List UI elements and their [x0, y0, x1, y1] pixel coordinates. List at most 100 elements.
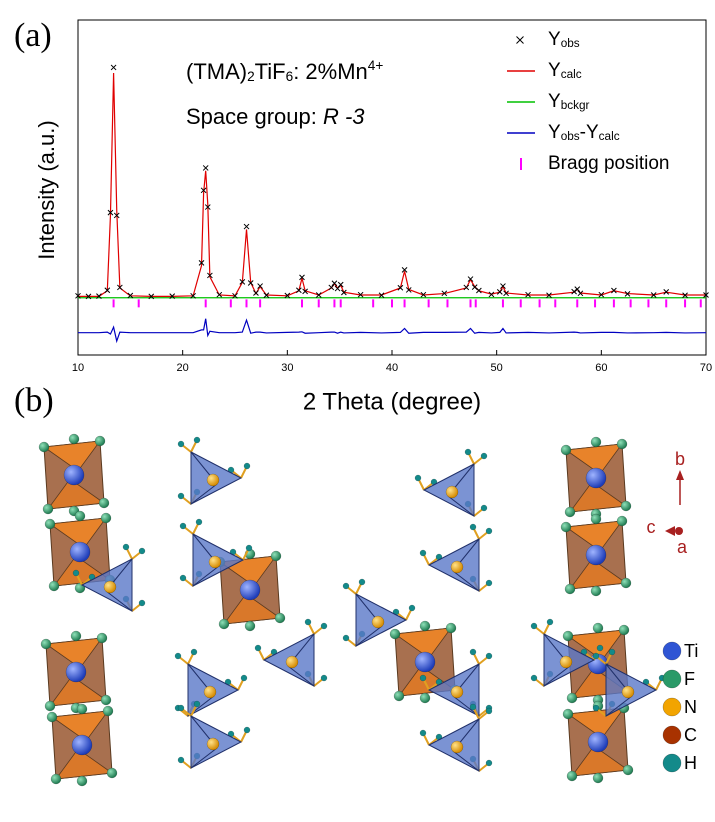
x-tick-label: 70	[700, 362, 712, 374]
atom	[44, 518, 56, 530]
atom	[371, 615, 385, 629]
atom	[590, 585, 602, 597]
obs-point	[703, 292, 709, 298]
atom	[469, 703, 477, 711]
legend-atom	[662, 641, 682, 661]
atom	[179, 522, 187, 530]
atom	[304, 618, 312, 626]
obs-point	[104, 287, 111, 294]
obs-point	[299, 274, 305, 281]
atom	[620, 500, 632, 512]
atom	[74, 510, 86, 522]
tetra-edge	[355, 625, 383, 647]
obs-point	[397, 284, 404, 291]
text-part: calc	[599, 130, 620, 143]
legend-label: H	[684, 753, 697, 773]
legend-atom	[662, 669, 682, 689]
atom	[71, 734, 93, 756]
text-part: obs	[561, 37, 580, 50]
text-part: 4+	[368, 58, 384, 73]
legend-label: C	[684, 725, 697, 745]
obs-point	[263, 292, 270, 299]
atom	[592, 704, 600, 712]
x-tick-label: 60	[595, 362, 607, 374]
atom	[450, 685, 464, 699]
atom	[414, 651, 436, 673]
tetra-edge	[190, 483, 218, 505]
atom	[408, 604, 416, 612]
obs-point	[650, 292, 657, 298]
x-tick-label: 40	[386, 362, 398, 374]
atom	[616, 438, 628, 450]
obs-point	[247, 280, 254, 286]
atom	[480, 452, 488, 460]
atom	[100, 512, 112, 524]
atom	[100, 694, 112, 706]
atom	[608, 648, 616, 656]
obs-point	[295, 287, 302, 294]
obs-point	[202, 165, 209, 171]
obs-point	[401, 267, 408, 273]
obs-point	[574, 286, 581, 292]
obs-point	[243, 223, 250, 230]
obs-point	[204, 204, 211, 210]
atom	[195, 518, 203, 526]
axis-label: a	[677, 537, 688, 557]
text-part: obs	[561, 130, 580, 143]
text-part: calc	[561, 68, 582, 81]
obs-point	[315, 292, 322, 298]
text-part: Y	[548, 29, 561, 50]
atom	[485, 707, 493, 715]
atom	[193, 700, 201, 708]
obs-point	[302, 288, 308, 295]
obs-point	[463, 284, 470, 291]
atom	[69, 541, 91, 563]
legend-marker	[516, 36, 524, 44]
atom	[40, 638, 52, 650]
atom	[450, 740, 464, 754]
obs-point	[207, 272, 213, 279]
atom	[469, 523, 477, 531]
atom	[622, 764, 634, 776]
atom	[419, 674, 427, 682]
octahedron-face	[50, 710, 109, 742]
atom	[419, 620, 431, 632]
obs-point	[110, 64, 117, 71]
x-tick-label: 10	[72, 362, 84, 374]
obs-point	[471, 284, 478, 291]
obs-point	[420, 291, 427, 298]
axis-label: c	[647, 517, 656, 537]
tetra-edge	[605, 695, 633, 717]
crystal-structure	[38, 433, 666, 787]
tetra-edge	[543, 665, 571, 687]
atom	[179, 574, 187, 582]
obs-point	[107, 209, 114, 216]
legend-label: Bragg position	[548, 153, 669, 174]
atom	[208, 555, 222, 569]
series-line	[78, 318, 707, 344]
atom	[592, 652, 600, 660]
tetra-edge	[190, 747, 218, 769]
obs-point	[331, 280, 338, 287]
text-part: 2	[247, 69, 255, 84]
panel-label: (a)	[14, 17, 52, 54]
legend-atom	[662, 753, 682, 773]
text-part: Y	[548, 91, 561, 112]
atom	[342, 582, 350, 590]
atom	[419, 549, 427, 557]
atom	[106, 767, 118, 779]
atom	[254, 644, 262, 652]
atom	[218, 618, 230, 630]
text-part: bckgr	[561, 99, 590, 112]
atom	[616, 515, 628, 527]
atom	[177, 440, 185, 448]
atom	[72, 569, 80, 577]
obs-point	[328, 284, 335, 291]
series-line	[78, 73, 706, 297]
obs-point	[148, 293, 155, 300]
text-part: Space group:	[186, 104, 323, 129]
octahedron-face	[564, 520, 623, 552]
obs-point	[198, 260, 205, 266]
atom	[94, 435, 106, 447]
atom	[193, 436, 201, 444]
